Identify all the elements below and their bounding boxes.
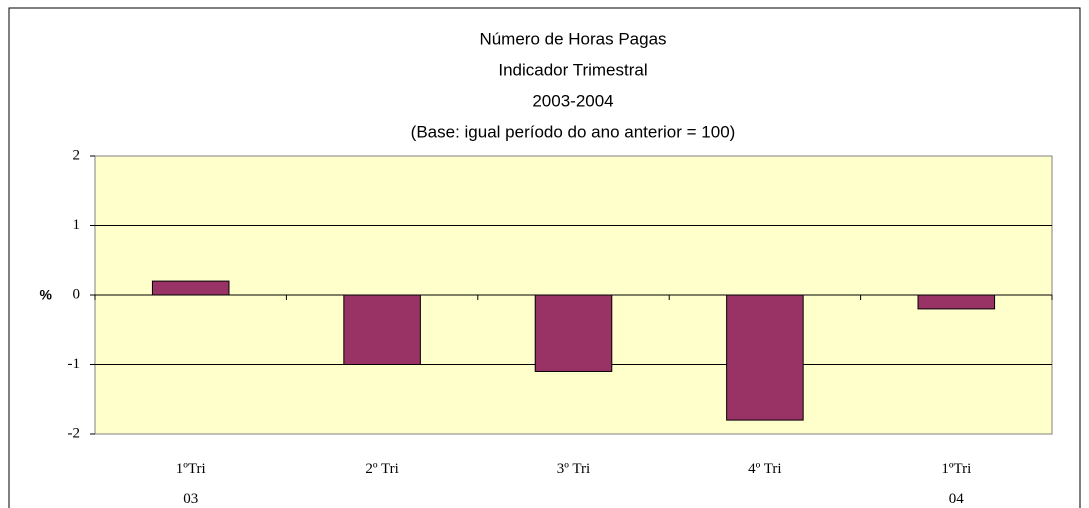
y-tick-label: 2	[73, 147, 81, 163]
chart-title: Número de Horas Pagas	[479, 29, 666, 48]
x-tick-label: 3º Tri	[556, 461, 591, 477]
bar	[726, 294, 804, 421]
chart-title: 2003-2004	[532, 91, 613, 110]
bar	[534, 294, 613, 372]
chart-title: (Base: igual período do ano anterior = 1…	[411, 122, 736, 141]
chart-title: Indicador Trimestral	[498, 60, 647, 79]
x-tick-label: 1ºTri 04	[941, 461, 972, 507]
x-tick-label: 4º Tri	[748, 461, 782, 477]
bar	[343, 294, 421, 365]
bar	[917, 294, 996, 310]
x-tick-label: 1ºTri 03	[175, 461, 206, 507]
y-tick-label: 0	[73, 286, 81, 302]
x-tick-label: 2º Tri	[365, 461, 399, 477]
y-tick-label: -1	[68, 356, 81, 372]
y-axis-label: %	[40, 287, 53, 303]
bar	[151, 280, 230, 296]
y-tick-label: 1	[73, 217, 81, 233]
y-tick-label: -2	[68, 425, 81, 441]
